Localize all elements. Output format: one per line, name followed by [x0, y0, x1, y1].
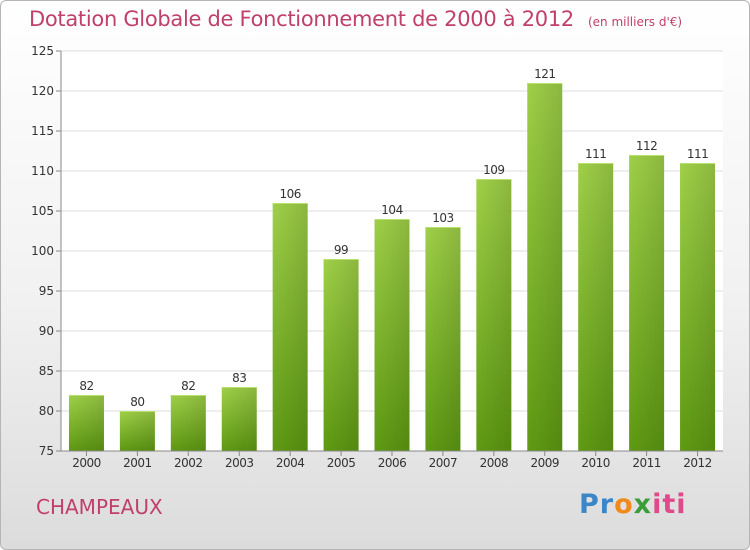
logo-part: Pr — [579, 489, 615, 520]
bar-shade — [272, 203, 308, 451]
bar-shade — [323, 259, 359, 451]
y-tick-label: 100 — [31, 244, 54, 258]
bar-shade — [68, 395, 104, 451]
bar-shade — [578, 163, 614, 451]
proxiti-logo: Proxiti — [579, 489, 687, 520]
bar-value-label: 109 — [483, 163, 504, 177]
y-tick-label: 110 — [31, 164, 54, 178]
x-tick-label: 2001 — [123, 456, 152, 470]
bar-value-label: 80 — [130, 395, 144, 409]
bar-value-label: 99 — [334, 243, 348, 257]
y-tick-label: 75 — [39, 444, 54, 458]
y-tick-label: 125 — [31, 44, 54, 58]
x-tick-label: 2010 — [581, 456, 610, 470]
bar-shade — [425, 227, 461, 451]
x-tick-label: 2002 — [174, 456, 203, 470]
bar-shade — [170, 395, 206, 451]
y-tick-label: 105 — [31, 204, 54, 218]
y-tick-label: 90 — [39, 324, 54, 338]
bar-value-label: 121 — [534, 67, 555, 81]
bar-shade — [476, 179, 512, 451]
x-tick-label: 2008 — [480, 456, 509, 470]
x-tick-label: 2007 — [429, 456, 458, 470]
bar-value-label: 103 — [432, 211, 453, 225]
bar-shade — [527, 83, 563, 451]
bar-shade — [221, 387, 257, 451]
bar-value-label: 111 — [585, 147, 606, 161]
bar-value-label: 104 — [381, 203, 402, 217]
bar-value-label: 106 — [279, 187, 300, 201]
y-tick-label: 80 — [39, 404, 54, 418]
x-tick-label: 2011 — [632, 456, 661, 470]
y-tick-label: 85 — [39, 364, 54, 378]
x-tick-label: 2003 — [225, 456, 254, 470]
axes: 75 80 85 90 95 100 105 110 115 120 125 2000 2001 2002… — [31, 44, 723, 470]
logo-part: iti — [652, 489, 687, 520]
chart-title-text: Dotation Globale de Fonctionnement de 20… — [29, 7, 574, 31]
chart-title: Dotation Globale de Fonctionnement de 20… — [29, 7, 682, 31]
y-tick-label: 120 — [31, 84, 54, 98]
logo-part: x — [633, 489, 653, 520]
chart-unit: (en milliers d'€) — [587, 15, 683, 29]
bar-value-label: 82 — [79, 379, 93, 393]
x-tick-label: 2000 — [72, 456, 101, 470]
bar-shade — [374, 219, 410, 451]
bar-shade — [629, 155, 665, 451]
x-tick-label: 2006 — [378, 456, 407, 470]
bar-value-label: 83 — [232, 371, 246, 385]
bar-shade — [680, 163, 716, 451]
x-tick-label: 2012 — [683, 456, 712, 470]
x-tick-label: 2005 — [327, 456, 356, 470]
x-tick-label: 2004 — [276, 456, 305, 470]
bars: 82 80 82 83 106 99 104 103 109 121 111 112 111 — [68, 67, 716, 451]
y-tick-label: 95 — [39, 284, 54, 298]
bar-shade — [119, 411, 155, 451]
x-tick-label: 2009 — [530, 456, 559, 470]
bar-value-label: 82 — [181, 379, 195, 393]
y-tick-label: 115 — [31, 124, 54, 138]
commune-name: CHAMPEAUX — [36, 495, 163, 519]
logo-part: o — [614, 489, 634, 520]
bar-value-label: 111 — [687, 147, 708, 161]
bar-value-label: 112 — [636, 139, 657, 153]
